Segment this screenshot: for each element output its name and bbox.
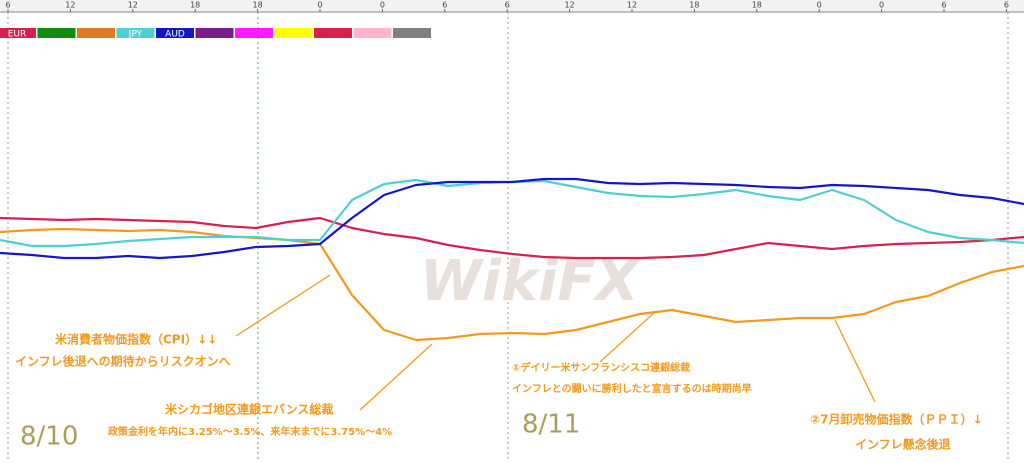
annotation: インフレ懸念後退 bbox=[855, 437, 951, 452]
x-tick-label: 0 bbox=[879, 1, 884, 10]
annotation: インフレとの闘いに勝利したと宣言するのは時期尚早 bbox=[512, 382, 752, 395]
legend-swatch bbox=[235, 28, 273, 38]
x-tick-label: 0 bbox=[380, 1, 385, 10]
x-tick-label: 12 bbox=[128, 1, 138, 10]
x-tick-label: 6 bbox=[941, 1, 946, 10]
date-label: 8/10 bbox=[20, 422, 78, 452]
time-axis-band bbox=[0, 0, 1024, 12]
annotation: ①デイリー米サンフランシスコ連銀総裁 bbox=[512, 361, 690, 374]
x-tick-label: 12 bbox=[65, 1, 75, 10]
x-tick-label: 18 bbox=[253, 1, 263, 10]
legend-label: JPY bbox=[128, 30, 143, 40]
series-line bbox=[0, 216, 1024, 260]
legend-swatch bbox=[156, 28, 194, 38]
arrow bbox=[599, 311, 656, 363]
series-line bbox=[0, 178, 1024, 248]
legend-swatch bbox=[274, 28, 313, 38]
legend-swatch bbox=[393, 28, 431, 38]
annotation: ②7月卸売物価指数（ＰＰＩ）↓ bbox=[810, 412, 983, 427]
legend-swatch bbox=[37, 28, 76, 38]
date-label: 8/11 bbox=[522, 410, 580, 440]
legend-swatch bbox=[0, 28, 36, 38]
series-line bbox=[0, 177, 1024, 260]
x-tick-label: 6 bbox=[5, 1, 10, 10]
legend-swatch bbox=[195, 28, 234, 38]
arrow bbox=[359, 343, 433, 411]
x-tick-label: 0 bbox=[317, 1, 322, 10]
annotation: インフレ後退への期待からリスクオンへ bbox=[15, 354, 231, 369]
watermark: WikiFX bbox=[420, 249, 642, 314]
plot bbox=[0, 177, 1024, 342]
annotation-arrows bbox=[235, 274, 876, 411]
x-tick-label: 18 bbox=[752, 1, 762, 10]
legend-label: AUD bbox=[165, 30, 185, 40]
x-tick-label: 6 bbox=[505, 1, 510, 10]
annotation: 米消費者物価指数（CPI）↓↓ bbox=[55, 332, 217, 347]
annotation: 政策金利を年内に3.25%～3.5%、来年末までに3.75%～4% bbox=[108, 425, 392, 438]
x-tick-label: 0 bbox=[817, 1, 822, 10]
legend-swatch bbox=[116, 28, 155, 38]
legend-swatch bbox=[353, 28, 392, 38]
arrow bbox=[834, 319, 876, 403]
series-line bbox=[0, 227, 1024, 342]
legend-swatch bbox=[77, 28, 115, 38]
x-tick-label: 12 bbox=[565, 1, 575, 10]
legend-swatch bbox=[314, 28, 352, 38]
legend-label: EUR bbox=[8, 30, 27, 40]
arrow bbox=[235, 274, 331, 337]
x-tick-label: 18 bbox=[689, 1, 699, 10]
annotation: 米シカゴ地区連銀エバンス総裁 bbox=[165, 402, 333, 417]
x-tick-label: 12 bbox=[627, 1, 637, 10]
x-tick-label: 6 bbox=[1004, 1, 1009, 10]
x-tick-label: 6 bbox=[442, 1, 447, 10]
x-tick-label: 18 bbox=[190, 1, 200, 10]
